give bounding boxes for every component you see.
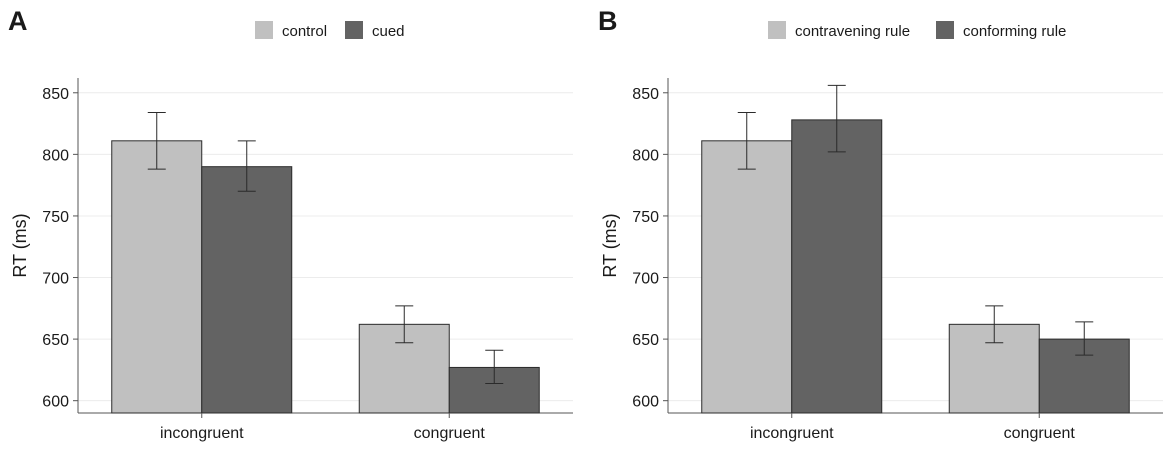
legend-label: contravening rule — [795, 23, 910, 40]
bar-control-incongruent — [111, 140, 203, 414]
y-tick-label: 650 — [632, 332, 659, 349]
y-tick-label: 700 — [632, 271, 659, 288]
legend-swatch — [936, 21, 954, 39]
y-tick-label: 750 — [42, 209, 69, 226]
x-tick-label: incongruent — [160, 425, 244, 442]
y-tick-label: 850 — [42, 86, 69, 103]
x-tick-label: congruent — [414, 425, 486, 442]
legend-label: control — [282, 23, 327, 40]
y-tick-label: 650 — [42, 332, 69, 349]
y-tick-label: 600 — [42, 394, 69, 411]
panel-letter: B — [598, 6, 618, 36]
panel-b: B 600 650 700 750 800 850 RT (ms) incongruent con… — [598, 6, 1163, 442]
y-axis-title: RT (ms) — [10, 213, 30, 277]
x-tick-label: incongruent — [750, 425, 834, 442]
legend-swatch — [768, 21, 786, 39]
bar-conforming-rule-incongruent — [791, 119, 883, 414]
panel-letter: A — [8, 6, 28, 36]
legend-swatch — [255, 21, 273, 39]
bar-contravening-rule-incongruent — [701, 140, 793, 414]
legend-swatch — [345, 21, 363, 39]
x-tick-label: congruent — [1004, 425, 1076, 442]
y-tick-label: 600 — [632, 394, 659, 411]
y-tick-label: 850 — [632, 86, 659, 103]
panel-a: A 600 650 700 750 800 850 RT (ms) incongruent con… — [8, 6, 573, 442]
legend-label: cued — [372, 23, 405, 40]
y-tick-label: 800 — [632, 147, 659, 164]
bar-cued-incongruent — [201, 166, 293, 414]
y-tick-label: 800 — [42, 147, 69, 164]
y-axis-title: RT (ms) — [600, 213, 620, 277]
y-tick-label: 700 — [42, 271, 69, 288]
legend-label: conforming rule — [963, 23, 1066, 40]
y-tick-label: 750 — [632, 209, 659, 226]
